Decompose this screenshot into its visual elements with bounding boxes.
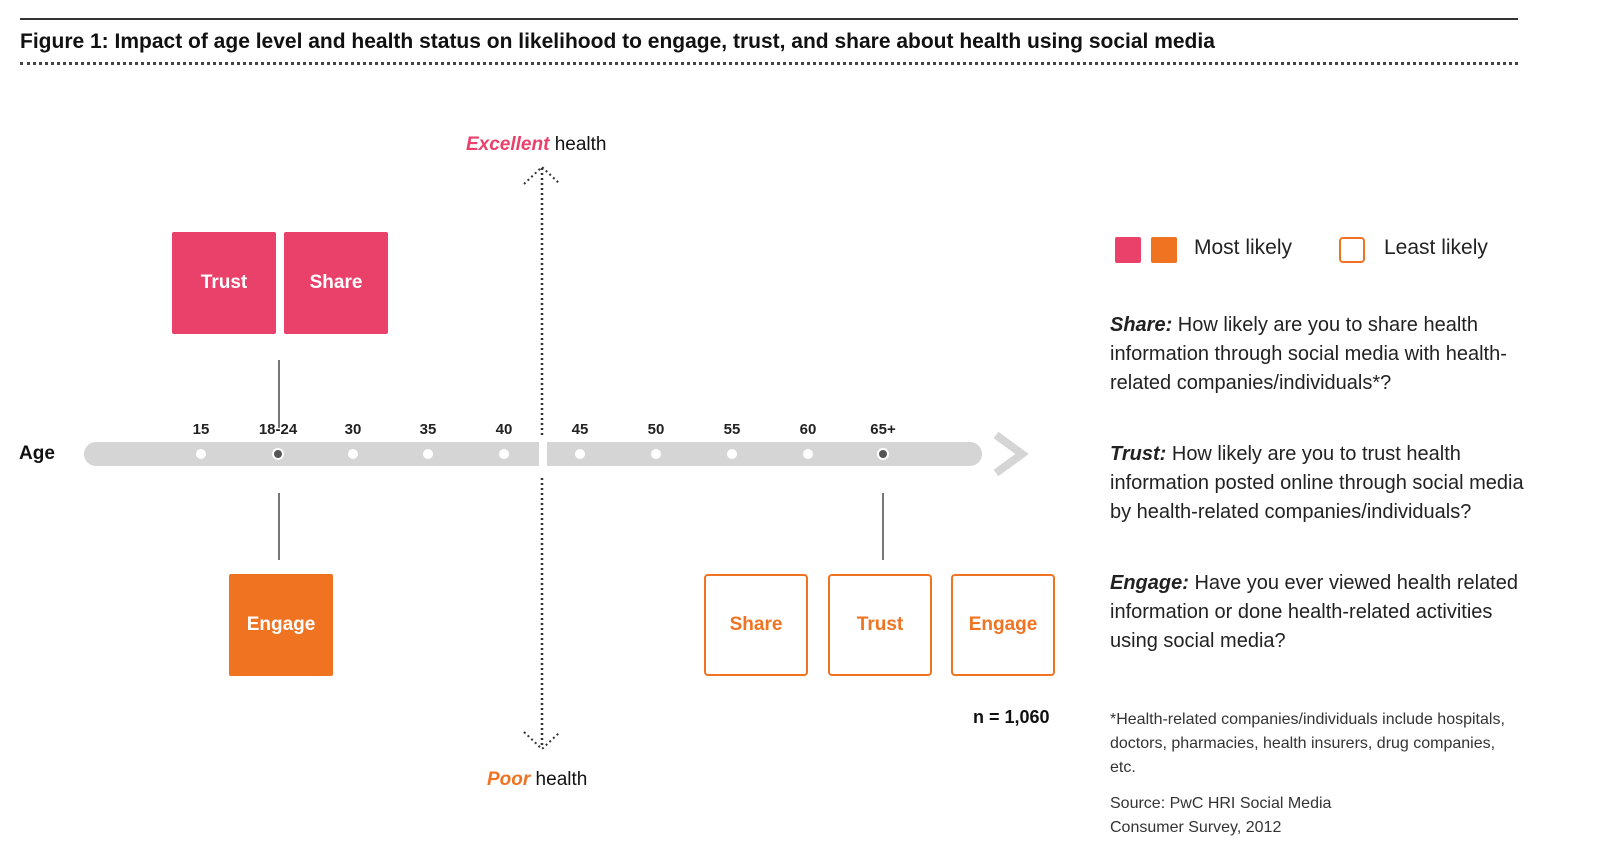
legend-most-likely: Most likely xyxy=(1194,236,1293,259)
connector-18-24-down xyxy=(278,493,280,560)
tick-label-65-plus: 65+ xyxy=(870,421,896,438)
definition-trust-term: Trust: xyxy=(1110,443,1167,465)
sample-size: n = 1,060 xyxy=(973,707,1050,727)
box-trust-most-likely: Trust xyxy=(172,232,276,334)
definition-share: Share: How likely are you to share healt… xyxy=(1110,311,1530,398)
timeline-chevron-icon xyxy=(993,431,1029,477)
age-track-right xyxy=(547,442,982,466)
definition-trust-text: How likely are you to trust health infor… xyxy=(1110,443,1524,523)
axis-bottom-suffix: health xyxy=(530,769,588,790)
tick-label-50: 50 xyxy=(647,421,665,438)
box-share-least-likely: Share xyxy=(704,574,808,676)
connector-18-24-up xyxy=(278,360,280,428)
footnote: *Health-related companies/individuals in… xyxy=(1110,711,1505,776)
box-engage-most-likely: Engage xyxy=(229,574,333,676)
axis-top-suffix: health xyxy=(549,134,607,155)
definition-engage-term: Engage: xyxy=(1110,572,1189,594)
definition-share-text: How likely are you to share health infor… xyxy=(1110,314,1507,394)
definition-share-term: Share: xyxy=(1110,314,1173,336)
top-rule xyxy=(20,18,1518,20)
health-axis-bottom-arrowhead xyxy=(523,731,561,751)
tick-dot-65-plus xyxy=(877,448,889,460)
age-label: Age xyxy=(19,443,55,464)
tick-dot-50 xyxy=(651,449,661,459)
tick-dot-60 xyxy=(803,449,813,459)
tick-dot-55 xyxy=(727,449,737,459)
tick-dot-40 xyxy=(499,449,509,459)
tick-dot-45 xyxy=(575,449,585,459)
tick-label-35: 35 xyxy=(419,421,437,438)
tick-dot-35 xyxy=(423,449,433,459)
box-trust-least-likely: Trust xyxy=(828,574,932,676)
definition-trust: Trust: How likely are you to trust healt… xyxy=(1110,440,1530,527)
poor-word: Poor xyxy=(487,769,531,790)
legend-swatch-outline xyxy=(1339,237,1365,263)
definition-engage: Engage: Have you ever viewed health rela… xyxy=(1110,569,1530,656)
legend-swatch-pink xyxy=(1115,237,1141,263)
box-share-most-likely: Share xyxy=(284,232,388,334)
tick-label-40: 40 xyxy=(495,421,513,438)
tick-dot-15 xyxy=(196,449,206,459)
tick-dot-30 xyxy=(348,449,358,459)
health-axis xyxy=(523,165,561,751)
tick-label-18-24: 18-24 xyxy=(258,421,298,438)
box-engage-least-likely: Engage xyxy=(951,574,1055,676)
excellent-word: Excellent xyxy=(466,134,550,155)
title-dotted-rule xyxy=(20,62,1518,65)
tick-label-45: 45 xyxy=(571,421,589,438)
definition-engage-text: Have you ever viewed health related info… xyxy=(1110,572,1518,652)
axis-bottom-label: Poor health xyxy=(487,769,587,791)
connector-65-plus-down xyxy=(882,493,884,560)
tick-dot-18-24 xyxy=(272,448,284,460)
source-note: Source: PwC HRI Social Media Consumer Su… xyxy=(1110,795,1332,836)
figure-title: Figure 1: Impact of age level and health… xyxy=(20,30,1215,53)
axis-top-label: Excellent health xyxy=(466,134,606,156)
age-track-left xyxy=(84,442,539,466)
tick-label-60: 60 xyxy=(799,421,817,438)
tick-label-55: 55 xyxy=(723,421,741,438)
legend-least-likely: Least likely xyxy=(1384,236,1488,259)
tick-label-30: 30 xyxy=(344,421,362,438)
health-axis-top-arrowhead xyxy=(523,165,561,185)
tick-label-15: 15 xyxy=(192,421,210,438)
legend-swatch-orange xyxy=(1151,237,1177,263)
